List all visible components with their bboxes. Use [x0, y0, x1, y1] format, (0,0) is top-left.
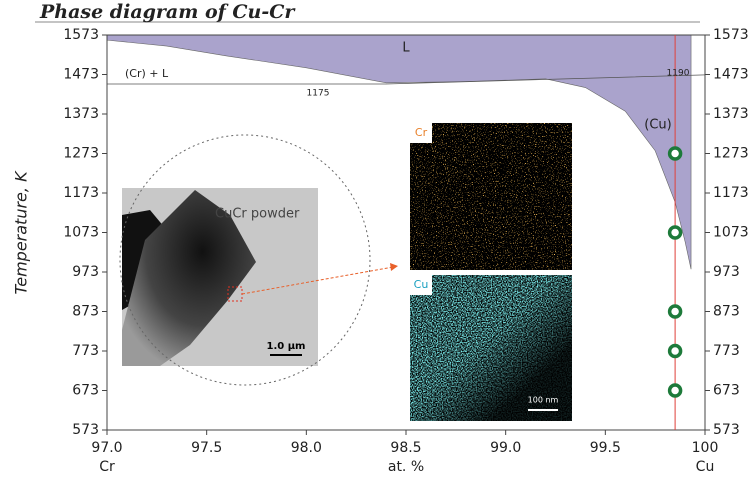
- x-tick-label: 97.0: [91, 440, 122, 456]
- inset-label: CuCr powder: [215, 207, 300, 222]
- x-tick-label: 98.0: [291, 440, 322, 456]
- annotation: L: [402, 41, 410, 56]
- y-tick-label: 973: [713, 264, 740, 280]
- annotation: 1190: [667, 69, 690, 79]
- x-tick-label: 100: [692, 440, 719, 456]
- y-tick-label: 1473: [713, 67, 749, 83]
- insets: CuCr powder 1.0 µm Cr Cu 100 nm: [120, 123, 572, 421]
- point: [670, 306, 681, 317]
- annotation: (Cr) + L: [125, 67, 169, 80]
- y-tick-label: 873: [713, 304, 740, 320]
- y-tick-label: 1073: [63, 225, 99, 241]
- y-tick-label: 573: [713, 422, 740, 438]
- cr-speckle: [410, 123, 572, 270]
- point: [670, 148, 681, 159]
- x-tick-label: 99.5: [590, 440, 621, 456]
- y-tick-label: 1473: [63, 67, 99, 83]
- y-tick-label: 773: [72, 343, 99, 359]
- y-tick-label: 1273: [713, 146, 749, 162]
- x-tick-label: 98.5: [390, 440, 421, 456]
- chart: Phase diagram of Cu-Cr Temperature, K at…: [0, 0, 749, 481]
- y-tick-label: 1173: [713, 185, 749, 201]
- x-end-label: Cr: [99, 459, 115, 475]
- y-tick-label: 573: [72, 422, 99, 438]
- y-tick-label: 973: [72, 264, 99, 280]
- y-tick-label: 1173: [63, 185, 99, 201]
- point: [670, 227, 681, 238]
- y-tick-label: 1073: [713, 225, 749, 241]
- y-axis-title: Temperature, K: [12, 170, 31, 295]
- x-tick-label: 99.0: [490, 440, 521, 456]
- y-tick-label: 1373: [713, 106, 749, 122]
- chart-title: Phase diagram of Cu-Cr: [39, 1, 296, 23]
- x-tick-label: 97.5: [191, 440, 222, 456]
- point: [670, 385, 681, 396]
- point: [670, 346, 681, 357]
- x-axis-title: at. %: [388, 459, 424, 475]
- y-tick-label: 673: [713, 383, 740, 399]
- inset-label: 1.0 µm: [267, 341, 306, 352]
- x-end-label: Cu: [696, 459, 715, 475]
- annotation: 1175: [307, 89, 330, 99]
- inset-label: 100 nm: [528, 396, 559, 405]
- y-tick-label: 873: [72, 304, 99, 320]
- inset-label: Cr: [415, 126, 428, 139]
- y-tick-label: 673: [72, 383, 99, 399]
- y-tick-label: 1573: [63, 27, 99, 43]
- y-tick-label: 1573: [713, 27, 749, 43]
- annotation: (Cu): [644, 118, 671, 133]
- y-tick-label: 1273: [63, 146, 99, 162]
- y-tick-label: 773: [713, 343, 740, 359]
- y-tick-label: 1373: [63, 106, 99, 122]
- inset-label: Cu: [414, 278, 429, 291]
- arrow-head: [390, 263, 398, 271]
